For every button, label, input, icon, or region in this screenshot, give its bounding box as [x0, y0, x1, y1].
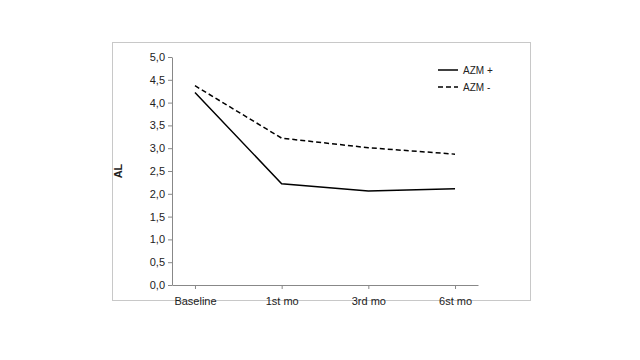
y-tick-label: 2,5 [150, 165, 165, 177]
y-tick-label: 4,5 [150, 74, 165, 86]
chart: 0,0 0,5 1,0 1,5 2,0 2,5 3,0 3,5 4,0 4,5 5,0 Baselin… [0, 0, 640, 360]
series-line [195, 93, 455, 191]
y-tick-mark [168, 285, 172, 286]
x-axis-line [173, 285, 479, 286]
y-tick: 4,0 [150, 97, 172, 109]
y-tick: 3,0 [150, 142, 172, 154]
y-tick-label: 3,5 [150, 119, 165, 131]
x-tick-label: 6st mo [439, 295, 472, 307]
legend-label: AZM + [463, 65, 493, 76]
x-tick: 6st mo [439, 285, 472, 307]
y-tick-mark [168, 125, 172, 126]
y-tick-label: 0,5 [150, 256, 165, 268]
chart-frame [113, 43, 531, 301]
y-axis-line [172, 58, 173, 286]
y-tick-mark [168, 148, 172, 149]
x-tick: 3rd mo [352, 285, 386, 307]
x-tick-mark [195, 285, 196, 289]
x-tick-label: 3rd mo [352, 295, 386, 307]
legend-swatch [438, 86, 458, 88]
y-tick-mark [168, 103, 172, 104]
y-tick: 1,5 [150, 211, 172, 223]
y-tick-mark [168, 57, 172, 58]
series-line [195, 86, 455, 154]
y-axis-title: AL [112, 163, 124, 178]
y-tick-label: 1,5 [150, 211, 165, 223]
legend-swatch [438, 69, 458, 71]
y-tick: 2,5 [150, 165, 172, 177]
y-tick-label: 3,0 [150, 142, 165, 154]
y-tick: 3,5 [150, 119, 172, 131]
y-tick: 5,0 [150, 51, 172, 63]
x-tick: 1st mo [266, 285, 299, 307]
y-tick-mark [168, 262, 172, 263]
y-tick: 0,5 [150, 256, 172, 268]
y-tick-mark [168, 80, 172, 81]
y-tick-mark [168, 239, 172, 240]
x-tick-mark [455, 285, 456, 289]
y-tick-label: 2,0 [150, 188, 165, 200]
y-tick-label: 5,0 [150, 51, 165, 63]
x-tick: Baseline [174, 285, 216, 307]
y-tick-label: 1,0 [150, 233, 165, 245]
legend-label: AZM - [463, 82, 490, 93]
x-tick-mark [368, 285, 369, 289]
y-tick: 2,0 [150, 188, 172, 200]
plot-area [195, 86, 455, 191]
y-tick: 0,0 [150, 279, 172, 291]
y-tick: 4,5 [150, 74, 172, 86]
y-tick-mark [168, 171, 172, 172]
y-tick: 1,0 [150, 233, 172, 245]
x-tick-label: 1st mo [266, 295, 299, 307]
x-tick-label: Baseline [174, 295, 216, 307]
y-tick-label: 4,0 [150, 97, 165, 109]
y-tick-mark [168, 194, 172, 195]
y-tick-label: 0,0 [150, 279, 165, 291]
x-axis: Baseline 1st mo 3rd mo 6st mo [173, 285, 479, 307]
x-tick-mark [282, 285, 283, 289]
y-axis: 0,0 0,5 1,0 1,5 2,0 2,5 3,0 3,5 4,0 4,5 5,0 [150, 51, 173, 291]
y-tick-mark [168, 217, 172, 218]
legend: AZM + AZM - [438, 65, 493, 93]
